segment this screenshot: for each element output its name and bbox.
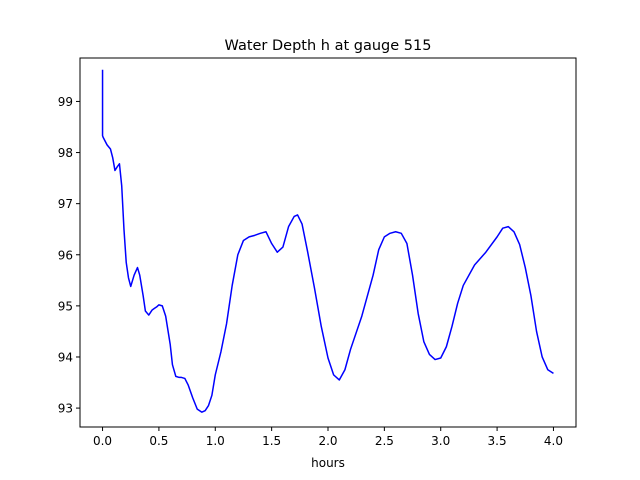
x-tick-label: 0.5 xyxy=(149,434,168,448)
y-axis: 93 94 95 96 97 98 99 xyxy=(58,95,80,416)
y-tick-label: 95 xyxy=(58,299,73,313)
y-tick-label: 97 xyxy=(58,197,73,211)
x-tick-label: 4.0 xyxy=(544,434,563,448)
x-tick-label: 3.0 xyxy=(431,434,450,448)
y-tick-label: 98 xyxy=(58,146,73,160)
x-tick-label: 0.0 xyxy=(93,434,112,448)
y-tick-label: 99 xyxy=(58,95,73,109)
x-tick-label: 1.5 xyxy=(262,434,281,448)
x-axis: 0.0 0.5 1.0 1.5 2.0 2.5 3.0 3.5 4.0 xyxy=(93,427,563,448)
x-axis-label: hours xyxy=(311,456,345,470)
series-line-0 xyxy=(101,69,554,413)
y-tick-label: 94 xyxy=(58,350,73,364)
x-tick-label: 2.0 xyxy=(318,434,337,448)
plot-area xyxy=(101,69,554,413)
x-tick-label: 1.0 xyxy=(206,434,225,448)
y-tick-label: 93 xyxy=(58,402,73,416)
x-tick-label: 3.5 xyxy=(488,434,507,448)
y-tick-label: 96 xyxy=(58,248,73,262)
x-tick-label: 2.5 xyxy=(375,434,394,448)
chart-title: Water Depth h at gauge 515 xyxy=(225,38,432,54)
